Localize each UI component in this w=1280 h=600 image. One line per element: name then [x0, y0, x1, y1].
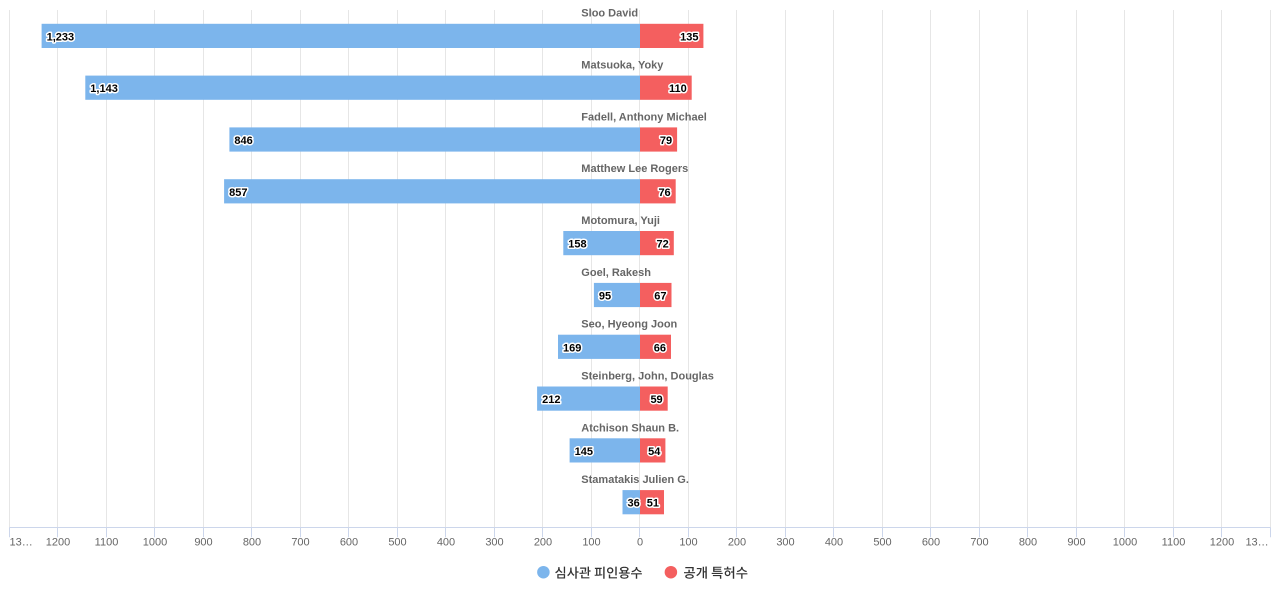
svg-text:66: 66	[654, 342, 666, 354]
svg-text:135: 135	[680, 31, 698, 43]
svg-text:1000: 1000	[143, 537, 167, 549]
svg-text:500: 500	[873, 537, 891, 549]
svg-text:1200: 1200	[1210, 537, 1234, 549]
svg-text:1000: 1000	[1113, 537, 1137, 549]
svg-text:600: 600	[922, 537, 940, 549]
svg-text:145: 145	[575, 446, 593, 458]
svg-text:400: 400	[825, 537, 843, 549]
svg-text:158: 158	[568, 239, 586, 251]
svg-text:Motomura, Yuji: Motomura, Yuji	[581, 215, 660, 227]
svg-text:51: 51	[647, 498, 659, 510]
svg-text:212: 212	[542, 394, 560, 406]
svg-text:95: 95	[599, 291, 611, 303]
svg-text:600: 600	[340, 537, 358, 549]
svg-text:1,233: 1,233	[47, 31, 75, 43]
svg-text:Matthew Lee Rogers: Matthew Lee Rogers	[581, 163, 688, 175]
svg-text:1100: 1100	[1162, 537, 1186, 549]
svg-text:36: 36	[628, 498, 640, 510]
svg-text:200: 200	[534, 537, 552, 549]
svg-text:Atchison Shaun B.: Atchison Shaun B.	[581, 422, 679, 434]
svg-text:200: 200	[728, 537, 746, 549]
svg-text:900: 900	[194, 537, 212, 549]
svg-text:1200: 1200	[46, 537, 70, 549]
svg-text:1100: 1100	[95, 537, 119, 549]
svg-text:Sloo David: Sloo David	[581, 8, 638, 20]
svg-text:59: 59	[650, 394, 662, 406]
svg-text:Stamatakis Julien G.: Stamatakis Julien G.	[581, 474, 689, 486]
svg-text:100: 100	[582, 537, 600, 549]
svg-text:0: 0	[637, 537, 643, 549]
svg-text:300: 300	[485, 537, 503, 549]
svg-text:76: 76	[658, 187, 670, 199]
svg-text:800: 800	[1019, 537, 1037, 549]
svg-text:700: 700	[291, 537, 309, 549]
svg-text:700: 700	[970, 537, 988, 549]
svg-text:13…: 13…	[1245, 537, 1268, 549]
svg-text:Seo, Hyeong Joon: Seo, Hyeong Joon	[581, 319, 677, 331]
svg-text:100: 100	[679, 537, 697, 549]
svg-text:110: 110	[669, 83, 687, 95]
svg-text:72: 72	[657, 239, 669, 251]
svg-text:54: 54	[648, 446, 661, 458]
svg-text:67: 67	[654, 291, 666, 303]
svg-text:846: 846	[234, 135, 252, 147]
svg-text:Goel, Rakesh: Goel, Rakesh	[581, 267, 651, 279]
svg-text:13…: 13…	[10, 537, 33, 549]
svg-text:400: 400	[437, 537, 455, 549]
svg-text:79: 79	[660, 135, 672, 147]
svg-text:900: 900	[1067, 537, 1085, 549]
svg-text:500: 500	[388, 537, 406, 549]
svg-text:Matsuoka, Yoky: Matsuoka, Yoky	[581, 60, 664, 72]
svg-text:Steinberg, John, Douglas: Steinberg, John, Douglas	[581, 370, 714, 382]
svg-text:Fadell, Anthony Michael: Fadell, Anthony Michael	[581, 111, 707, 123]
svg-text:800: 800	[243, 537, 261, 549]
svg-text:300: 300	[776, 537, 794, 549]
svg-text:857: 857	[229, 187, 247, 199]
svg-text:1,143: 1,143	[90, 83, 118, 95]
svg-text:169: 169	[563, 342, 581, 354]
